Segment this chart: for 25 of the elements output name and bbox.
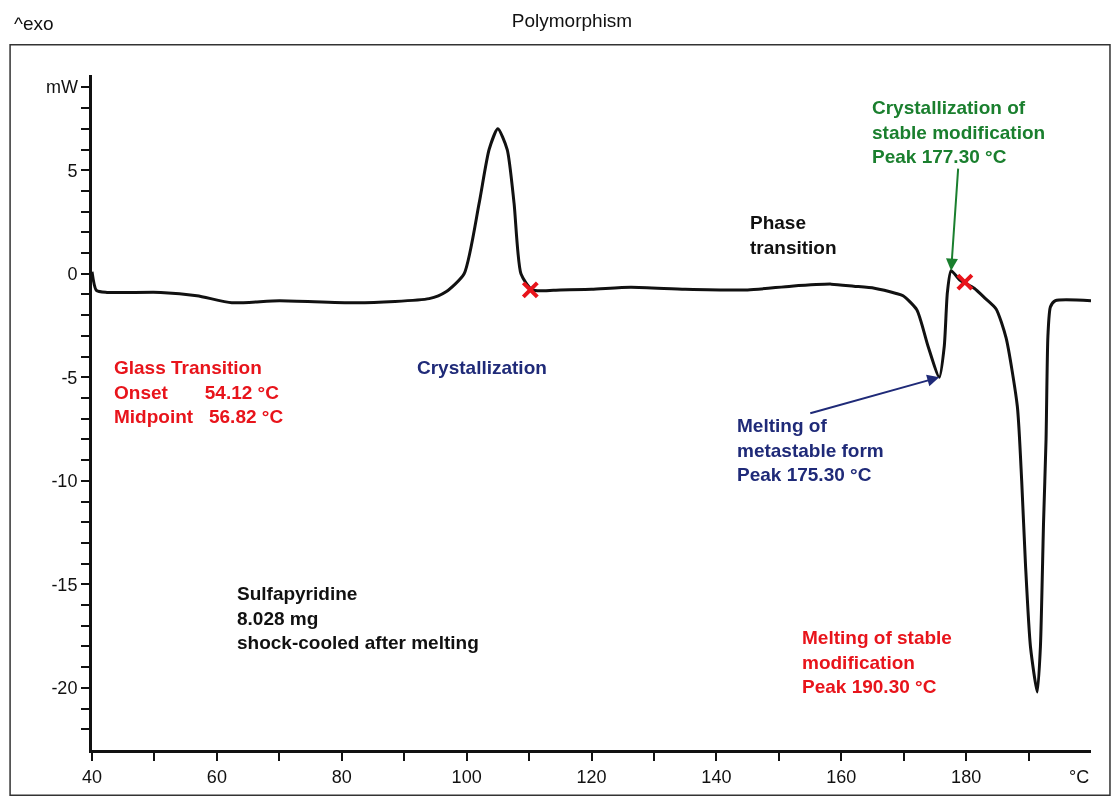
y-tick-label: 5 [67,160,78,181]
annotation: Phase transition [750,212,837,258]
y-tick-label: -20 [51,678,78,699]
chart-title: Polymorphism [511,9,633,31]
x-axis-title: °C [1069,767,1090,787]
x-tick-label: 140 [701,766,732,787]
annotation: Crystallization of stable modification Peak 177.30 °C [872,97,1046,168]
x-tick-label: 60 [206,766,227,787]
x-tick-label: 80 [331,766,352,787]
y-tick-label: -10 [51,471,78,492]
annotation: Glass Transition Onset 54.12 °C Midpoint 56.82 °C [114,357,284,428]
x-tick-label: 100 [451,766,482,787]
y-axis-title: mW [46,77,78,97]
x-tick-label: 120 [576,766,607,787]
y-tick-label: -15 [51,574,78,595]
annotation: Crystallization [417,357,547,378]
annotation: Melting of stable modification Peak 190.30 °C [802,627,952,698]
x-tick-label: 160 [826,766,857,787]
text: ^exo [14,13,54,34]
annotation: Melting of metastable form Peak 175.30 °C [737,415,884,486]
annotation: Sulfapyridine 8.028 mg shock-cooled after melting [237,583,479,654]
y-tick-label: 0 [67,264,78,285]
y-tick-label: -5 [61,367,78,388]
x-tick-label: 40 [81,766,103,787]
x-tick-label: 180 [951,766,982,787]
